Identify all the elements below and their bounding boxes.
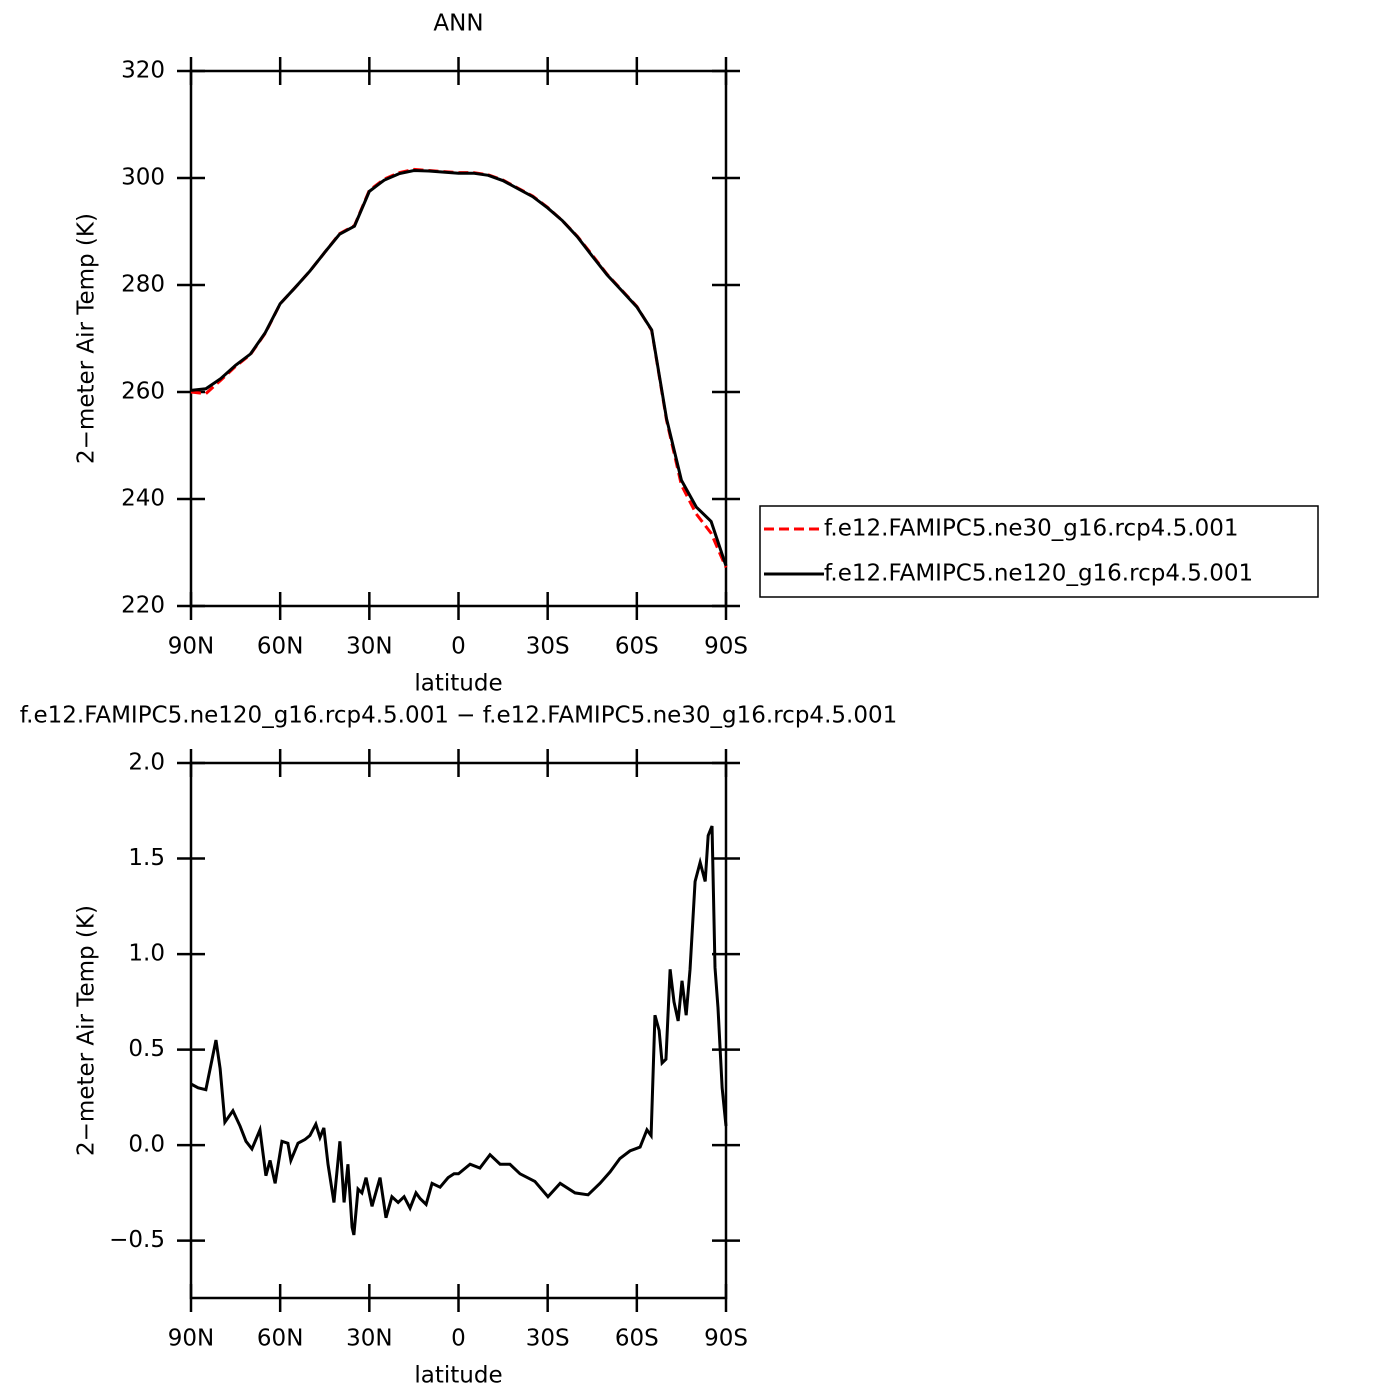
plot-frame (189, 69, 728, 608)
x-tick-label: 90S (704, 634, 748, 660)
data-line (190, 169, 728, 567)
y-tick-label: −0.5 (109, 1227, 165, 1253)
y-tick-label: 240 (121, 486, 165, 512)
data-line (190, 167, 728, 569)
y-tick-label: 0.0 (128, 1132, 165, 1158)
x-tick-label: 30S (526, 1326, 570, 1352)
legend-box (759, 505, 1319, 598)
x-axis-label: latitude (414, 1363, 502, 1389)
data-line (190, 825, 728, 1236)
x-tick-label: 90S (704, 1326, 748, 1352)
x-tick-label: 60N (257, 634, 303, 660)
x-tick-label: 30N (346, 634, 392, 660)
x-tick-label: 90N (168, 634, 214, 660)
x-tick-label: 30N (346, 1326, 392, 1352)
y-axis-label: 2−meter Air Temp (K) (74, 905, 100, 1156)
x-tick-label: 60S (615, 634, 659, 660)
y-tick-label: 320 (121, 58, 165, 84)
y-tick-label: 300 (121, 165, 165, 191)
y-tick-label: 0.5 (128, 1036, 165, 1062)
chart-title: f.e12.FAMIPC5.ne120_g16.rcp4.5.001 − f.e… (20, 703, 897, 729)
legend-label: f.e12.FAMIPC5.ne120_g16.rcp4.5.001 (824, 561, 1253, 587)
y-tick-label: 1.5 (128, 845, 165, 871)
y-tick-label: 280 (121, 272, 165, 298)
x-tick-label: 0 (451, 634, 466, 660)
y-tick-label: 220 (121, 593, 165, 619)
y-tick-label: 260 (121, 379, 165, 405)
legend-label: f.e12.FAMIPC5.ne30_g16.rcp4.5.001 (824, 516, 1238, 542)
plot: ANN 220 240 260 280 300 320 90N 60N 30N 0 30S 60S 90S… (74, 11, 1319, 697)
chart-title: ANN (433, 11, 483, 37)
x-axis-label: latitude (414, 671, 502, 697)
y-tick-label: 1.0 (128, 941, 165, 967)
plot-frame (189, 761, 728, 1300)
x-tick-label: 0 (451, 1326, 466, 1352)
y-tick-label: 2.0 (128, 750, 165, 776)
x-tick-label: 30S (526, 634, 570, 660)
x-tick-label: 60N (257, 1326, 303, 1352)
y-axis-label: 2−meter Air Temp (K) (74, 213, 100, 464)
x-tick-label: 90N (168, 1326, 214, 1352)
x-tick-label: 60S (615, 1326, 659, 1352)
plot: f.e12.FAMIPC5.ne120_g16.rcp4.5.001 − f.e… (20, 703, 897, 1389)
